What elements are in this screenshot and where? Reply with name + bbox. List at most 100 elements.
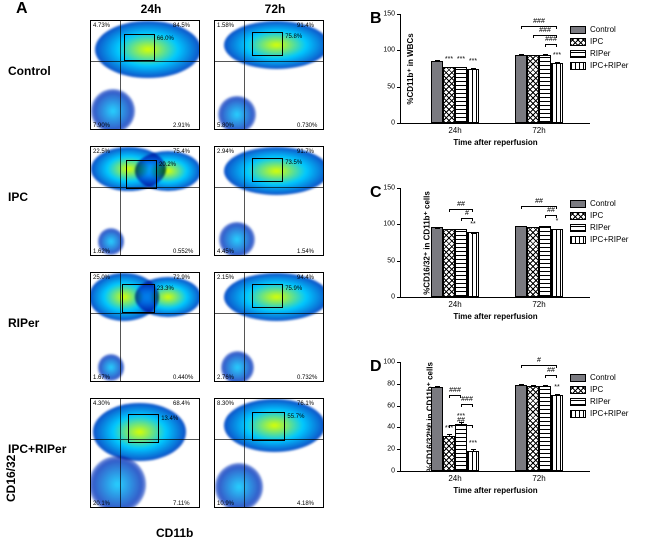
quadrant-pct: 2.76% [217,375,234,381]
signif-marker: ## [547,367,555,374]
ytick-label: 150 [383,185,395,192]
bar [455,229,467,297]
signif-marker: # [465,210,469,217]
gate-pct: 75.8% [285,34,302,40]
legend-swatch [570,50,586,58]
legend-item: Control [570,24,628,36]
panel-a-col-24h: 24h [96,2,206,16]
bar [539,226,551,297]
bar [551,229,563,297]
ytick-label: 80 [383,380,395,387]
quadrant-pct: 76.1% [297,401,314,407]
facs-plot: 13.4%4.30%68.4%20.1%7.11% [90,398,200,508]
panel-a-label: A [16,0,28,18]
legend-label: IPC+RIPer [590,234,628,246]
signif-marker: ## [457,201,465,208]
panel-b-legend: ControlIPCRIPerIPC+RIPer [570,24,628,72]
legend-item: IPC [570,384,628,396]
panel-c-xtitle: Time after reperfusion [401,312,590,321]
facs-plot: 55.7% 8.30% 76.1% 10.9% 4.18% [214,398,324,508]
legend-label: Control [590,24,616,36]
panel-d: D %CD16/32ʰⁱᵍʰ in CD11b⁺ cells Time afte… [370,358,630,472]
quadrant-pct: 8.30% [217,401,234,407]
facs-plot: 20.2%22.5%75.4%1.62%0.552% [90,146,200,256]
legend-label: IPC+RIPer [590,60,628,72]
panel-c-label: C [370,184,382,202]
xtick-label: 72h [519,300,559,309]
panel-d-chart: %CD16/32ʰⁱᵍʰ in CD11b⁺ cells Time after … [400,362,590,472]
bar [551,63,563,123]
quadrant-pct: 5.80% [217,123,234,129]
legend-label: IPC [590,210,603,222]
quadrant-pct: 68.4% [173,401,190,407]
legend-item: IPC+RIPer [570,234,628,246]
xtick-label: 24h [435,300,475,309]
xtick-label: 24h [435,474,475,483]
quadrant-pct: 4.30% [93,401,110,407]
xtick-label: 72h [519,474,559,483]
legend-swatch [570,410,586,418]
bar [455,67,467,123]
ytick-label: 50 [383,257,395,264]
quadrant-pct: 4.45% [217,249,234,255]
ytick-label: 20 [383,446,395,453]
bar [431,387,443,471]
panel-a-row-ipc: IPC [8,190,70,204]
signif-bracket [449,209,473,210]
legend-swatch [570,200,586,208]
bar [467,69,479,124]
panel-d-label: D [370,358,382,376]
signif-bracket [449,395,461,396]
legend-swatch [570,236,586,244]
signif-bracket [545,44,557,45]
quadrant-pct: 20.1% [93,501,110,507]
gate-pct: 73.5% [285,160,302,166]
signif-bracket [545,375,557,376]
legend-label: RIPer [590,222,610,234]
quadrant-pct: 22.5% [93,149,110,155]
quadrant-pct: 0.440% [173,375,193,381]
bar [527,55,539,123]
bar [539,386,551,471]
legend-label: RIPer [590,48,610,60]
bar [443,229,455,297]
xtick-label: 24h [435,126,475,135]
quadrant-pct: 0.552% [173,249,193,255]
signif-marker: # [537,357,541,364]
quadrant-pct: 1.58% [217,23,234,29]
signif-marker: *** [553,52,561,59]
legend-swatch [570,26,586,34]
gate-pct: 55.7% [287,414,304,420]
ytick-label: 100 [383,221,395,228]
signif-marker: *** [469,58,477,65]
bar [551,395,563,471]
bar [431,61,443,123]
panel-d-legend: ControlIPCRIPerIPC+RIPer [570,372,628,420]
legend-label: Control [590,372,616,384]
panel-a-x-axis: CD11b [156,526,193,540]
legend-item: RIPer [570,396,628,408]
legend-swatch [570,398,586,406]
bar [527,227,539,297]
panel-b: B %CD11b⁺ in WBCs Time after reperfusion… [370,10,630,124]
quadrant-pct: 10.9% [217,501,234,507]
legend-item: IPC+RIPer [570,408,628,420]
quadrant-pct: 2.15% [217,275,234,281]
bar [467,232,479,297]
signif-marker: ** [470,221,475,228]
gate-pct: 20.2% [159,162,176,168]
quadrant-pct: 4.18% [297,501,314,507]
bar [515,226,527,297]
facs-plot: 73.5%2.94%91.7%4.45%1.54% [214,146,324,256]
xtick-label: 72h [519,126,559,135]
gate-pct: 66.0% [157,36,174,42]
facs-plot: 75.9%2.15%94.4%2.76%0.732% [214,272,324,382]
bar [515,385,527,471]
legend-swatch [570,212,586,220]
legend-label: Control [590,198,616,210]
legend-label: RIPer [590,396,610,408]
panel-a-row-control: Control [8,64,70,78]
ytick-label: 100 [383,359,395,366]
quadrant-pct: 25.0% [93,275,110,281]
facs-plot: 23.3%25.0%72.9%1.67%0.440% [90,272,200,382]
